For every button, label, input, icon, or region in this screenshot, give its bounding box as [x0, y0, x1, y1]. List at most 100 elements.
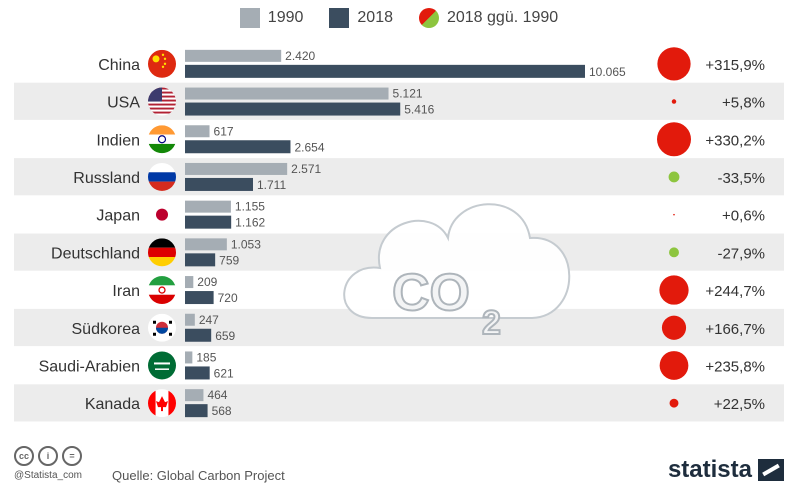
change-label: +166,7%	[705, 321, 765, 338]
bar-2018	[185, 177, 253, 191]
value-label-1990: 247	[199, 313, 219, 327]
bar-1990	[185, 238, 227, 251]
value-label-2018: 720	[218, 291, 238, 305]
value-label-1990: 2.571	[291, 162, 321, 176]
value-label-1990: 617	[214, 124, 234, 138]
change-label: -27,9%	[717, 245, 765, 262]
legend-swatch-1990	[239, 8, 260, 28]
legend-label-change: 2018 ggü. 1990	[446, 9, 559, 26]
country-label: Saudi-Arabien	[39, 358, 140, 375]
change-dot	[659, 275, 689, 305]
country-label: USA	[107, 95, 140, 112]
change-dot	[671, 99, 677, 104]
co2-subscript: 2	[482, 304, 501, 342]
country-label: Kanada	[85, 396, 140, 413]
change-dot	[669, 398, 679, 408]
iran-flag	[148, 276, 176, 305]
change-dot	[659, 351, 689, 380]
co2-cloud-illustration: CO 2	[343, 203, 571, 343]
change-dot	[661, 315, 687, 340]
country-label: Japan	[96, 208, 140, 225]
row-2: USA 5.121 5.416 +5,8%	[107, 87, 765, 117]
country-label: Iran	[112, 283, 140, 300]
row-5: Japan 1.155 1.162 +0,6%	[96, 200, 765, 230]
value-label-1990: 1.053	[231, 237, 261, 251]
row-3: Indien 617 2.654 +330,2%	[96, 122, 765, 157]
change-label: +235,8%	[705, 358, 765, 375]
bar-1990	[185, 200, 231, 213]
bar-2018	[185, 253, 216, 267]
country-label: China	[98, 57, 140, 74]
value-label-1990: 2.420	[285, 49, 315, 63]
legend-item-change: 2018 ggü. 1990	[418, 8, 559, 28]
usa-flag	[148, 87, 176, 116]
legend-swatch-2018	[329, 8, 350, 28]
cc-icon: cc	[14, 446, 34, 466]
bar-2018	[185, 140, 291, 154]
legend-item-2018: 2018	[329, 8, 393, 28]
row-background	[14, 158, 784, 196]
value-label-1990: 1.155	[235, 200, 265, 214]
statista-logo[interactable]: statista	[668, 456, 784, 484]
bar-2018	[185, 291, 214, 305]
country-label: Deutschland	[51, 245, 140, 262]
china-flag	[148, 49, 176, 78]
co2-formula: CO	[392, 264, 470, 322]
row-10: Kanada 464 568 +22,5%	[85, 388, 765, 418]
value-label-2018: 5.416	[404, 103, 434, 117]
value-label-1990: 464	[207, 388, 227, 402]
change-dot	[657, 122, 691, 157]
value-label-2018: 2.654	[294, 140, 324, 154]
bar-1990	[185, 313, 195, 326]
license-icons: cc i =	[14, 446, 82, 466]
india-flag	[148, 125, 176, 154]
value-label-2018: 759	[219, 253, 239, 267]
change-label: +22,5%	[714, 396, 765, 413]
bar-1990	[185, 87, 389, 100]
bar-2018	[185, 102, 401, 116]
change-dot	[669, 247, 679, 258]
bar-1990	[185, 351, 193, 364]
value-label-2018: 568	[212, 404, 232, 418]
change-dot	[668, 171, 680, 183]
attribution-icon: i	[38, 446, 58, 466]
value-label-2018: 1.711	[257, 178, 286, 192]
statista-handle[interactable]: @Statista_com	[14, 470, 82, 481]
change-label: +5,8%	[722, 95, 765, 112]
row-background	[14, 384, 784, 422]
row-8: Südkorea 247 659 +166,7%	[72, 313, 766, 343]
bar-2018	[185, 404, 208, 418]
germany-flag	[148, 238, 176, 267]
legend-label-2018: 2018	[357, 9, 393, 26]
source-note: Quelle: Global Carbon Project	[112, 468, 285, 483]
row-4: Russland 2.571 1.711 -33,5%	[73, 162, 765, 192]
value-label-2018: 659	[215, 329, 235, 343]
canada-flag	[148, 389, 176, 418]
change-label: +330,2%	[705, 132, 765, 149]
legend-change-dot	[418, 8, 439, 28]
saudi-arabia-flag	[148, 351, 176, 380]
value-label-2018: 621	[214, 366, 234, 380]
value-label-2018: 10.065	[589, 65, 626, 79]
change-label: +315,9%	[705, 57, 765, 74]
bar-1990	[185, 125, 210, 138]
south-korea-flag	[148, 313, 176, 342]
russia-flag	[148, 162, 176, 191]
footer: cc i = @Statista_com Quelle: Global Carb…	[0, 440, 798, 494]
country-label: Russland	[73, 170, 140, 187]
value-label-2018: 1.162	[235, 216, 265, 230]
legend-item-1990: 1990	[239, 8, 303, 28]
bar-2018	[185, 328, 212, 342]
bar-1990	[185, 276, 194, 289]
row-9: Saudi-Arabien 185 621 +235,8%	[39, 350, 765, 380]
bars: China 2.420 10.065 +315,9% USA 5.121 5.416 +5,8…	[39, 47, 765, 418]
bar-1990	[185, 162, 288, 175]
bar-chart: CO 2 China 2.420 10.065 +315,9% USA 5.121 5.41…	[14, 47, 784, 422]
statista-mark-icon	[758, 459, 784, 481]
change-dot	[657, 47, 691, 81]
no-derivatives-icon: =	[62, 446, 82, 466]
bar-1990	[185, 389, 204, 402]
japan-flag	[148, 200, 176, 229]
brand-name: statista	[667, 456, 752, 483]
